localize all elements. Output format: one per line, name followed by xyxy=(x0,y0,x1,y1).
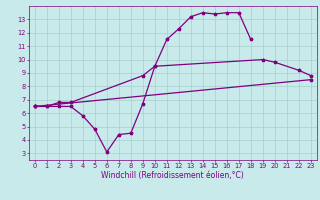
X-axis label: Windchill (Refroidissement éolien,°C): Windchill (Refroidissement éolien,°C) xyxy=(101,171,244,180)
